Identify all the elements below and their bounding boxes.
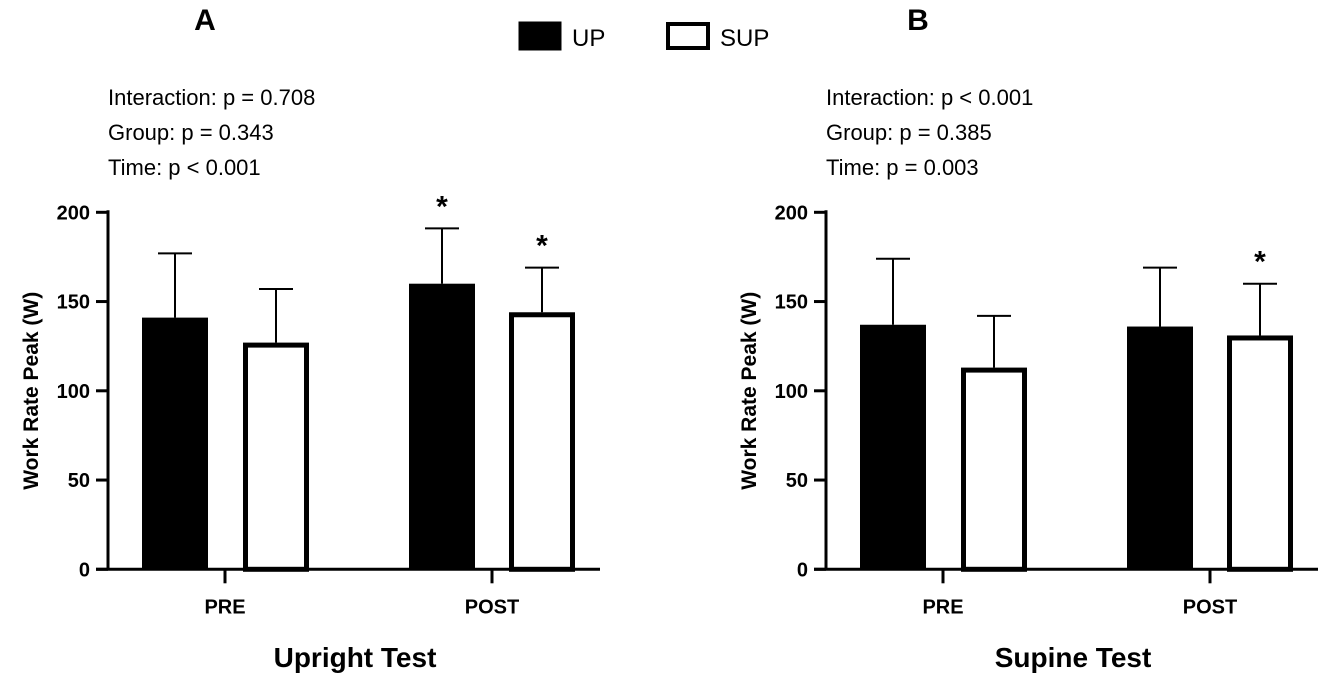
x-tick-label: POST <box>1183 596 1237 618</box>
panel-label: A <box>194 4 216 37</box>
stat-text: Time: p = 0.003 <box>826 155 979 180</box>
x-axis-title: Supine Test <box>995 642 1152 673</box>
bar-up <box>409 283 475 570</box>
bar-up <box>860 324 926 570</box>
x-tick-label: PRE <box>922 596 963 618</box>
bar-up <box>1127 326 1193 570</box>
stat-text: Group: p = 0.385 <box>826 120 992 145</box>
x-tick-label: POST <box>465 596 519 618</box>
bar-sup <box>243 342 309 572</box>
bar-sup <box>509 312 575 572</box>
stat-text: Interaction: p < 0.001 <box>826 85 1033 110</box>
significance-marker: * <box>536 230 548 263</box>
y-tick-label: 200 <box>57 202 90 224</box>
legend-label-sup: SUP <box>720 25 769 52</box>
significance-marker: * <box>436 190 448 223</box>
stat-text: Interaction: p = 0.708 <box>108 85 315 110</box>
y-tick-label: 150 <box>57 292 90 314</box>
panel-label: B <box>907 4 929 37</box>
bar-sup <box>1227 335 1293 572</box>
y-axis-title: Work Rate Peak (W) <box>20 292 43 490</box>
legend-label-up: UP <box>572 25 605 52</box>
y-tick-label: 0 <box>797 559 808 581</box>
legend-swatch-sup <box>666 22 710 50</box>
legend-swatch-up <box>518 21 562 51</box>
y-tick-label: 100 <box>57 381 90 403</box>
stat-text: Time: p < 0.001 <box>108 155 261 180</box>
bar-up <box>142 317 208 570</box>
y-tick-label: 0 <box>79 559 90 581</box>
significance-marker: * <box>1254 246 1266 279</box>
y-tick-label: 200 <box>775 202 808 224</box>
y-tick-label: 100 <box>775 381 808 403</box>
x-tick-label: PRE <box>204 596 245 618</box>
y-tick-label: 50 <box>68 470 90 492</box>
y-tick-label: 150 <box>775 292 808 314</box>
y-axis-title: Work Rate Peak (W) <box>738 292 761 490</box>
bar-sup <box>961 367 1027 572</box>
y-tick-label: 50 <box>786 470 808 492</box>
x-axis-title: Upright Test <box>274 642 437 673</box>
stat-text: Group: p = 0.343 <box>108 120 274 145</box>
